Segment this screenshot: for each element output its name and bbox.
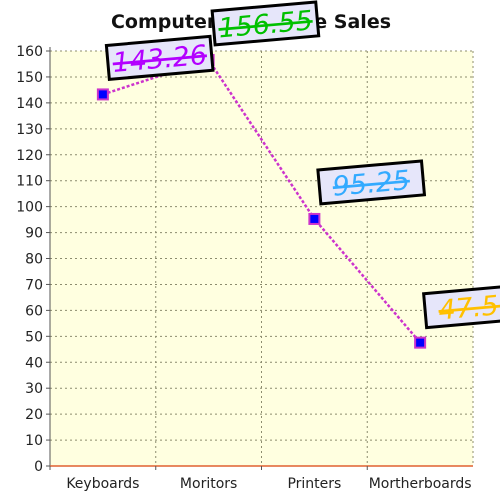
y-tick-label: 80 [25,252,43,268]
data-point-marker [98,90,107,99]
grid [50,50,474,466]
series-line [102,58,422,344]
y-tick-label: 110 [16,174,43,190]
data-label: 47.56 [422,283,500,330]
y-tick-label: 20 [25,407,43,423]
data-label-text: 47.56 [437,289,500,327]
x-tick-label: Printers [287,476,341,492]
data-label-box [422,283,500,330]
x-tick-label: Moritors [180,476,237,492]
data-label-box [104,34,215,81]
y-tick-label: 60 [25,303,43,319]
y-tick-label: 70 [25,277,43,293]
y-tick-label: 100 [16,200,43,216]
y-tick-label: 160 [16,44,43,60]
y-tick-label: 150 [16,70,43,86]
x-tick-label: Keyboards [66,476,139,492]
y-tick-label: 30 [25,381,43,397]
y-tick-label: 130 [16,122,43,138]
markers [96,53,427,349]
y-tick-label: 50 [25,329,43,345]
data-label: 95.25 [316,159,427,206]
data-label: 143.26 [104,34,215,81]
y-tick-label: 0 [34,459,43,475]
data-label-text: 95.25 [331,165,411,203]
x-axis-ticks: Keyboards Moritors Printers Mortherboards [49,466,472,492]
series-line-group [102,58,422,344]
y-axis-ticks: 0 10 20 30 40 50 60 70 80 90 100 110 120 130 140 150 160 [16,44,50,475]
y-tick-label: 90 [25,226,43,242]
data-point-marker [310,214,319,223]
data-label: 156.55 [210,0,321,47]
data-point-marker [416,338,425,347]
x-tick-label: Mortherboards [369,476,472,492]
data-label-box [316,159,427,206]
y-tick-label: 10 [25,433,43,449]
y-tick-label: 40 [25,355,43,371]
y-tick-label: 140 [16,96,43,112]
data-label-box [210,0,321,47]
y-tick-label: 120 [16,148,43,164]
